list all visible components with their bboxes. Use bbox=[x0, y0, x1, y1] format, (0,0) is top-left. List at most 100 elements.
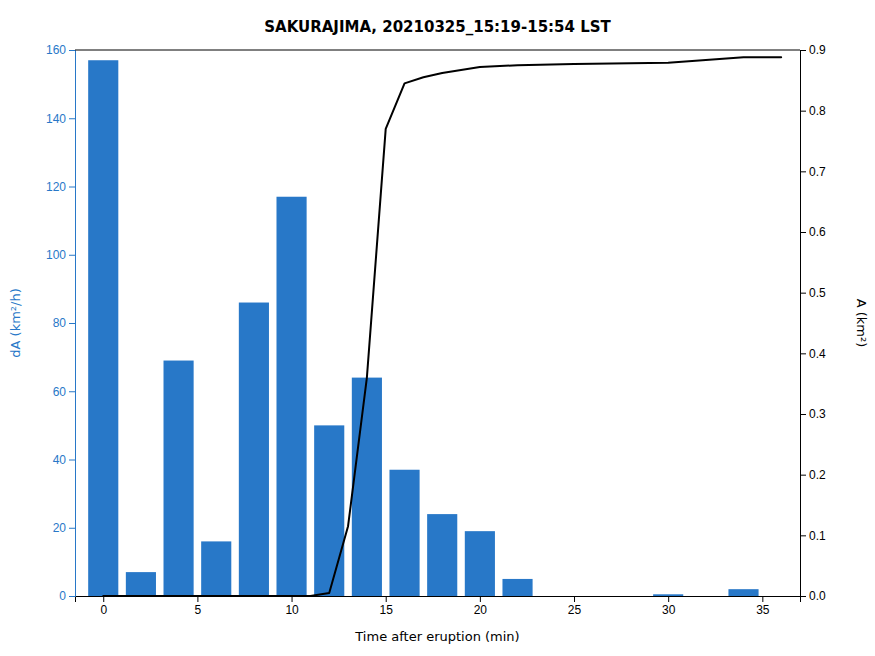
tick-label: 0.2 bbox=[809, 468, 826, 482]
bar bbox=[352, 378, 382, 596]
bar bbox=[164, 361, 194, 596]
tick-label: 25 bbox=[568, 603, 582, 617]
tick-mark bbox=[69, 187, 75, 188]
tick-mark bbox=[800, 293, 806, 294]
plot: 051015202530350204060801001201401600.00.… bbox=[46, 43, 826, 616]
tick-mark bbox=[800, 232, 806, 233]
x-axis: 0 5 10 15 20 25 30 35 bbox=[76, 596, 801, 617]
y-axis: 0 20 40 60 80 100 120 140 160 bbox=[46, 43, 76, 603]
tick-label: 160 bbox=[46, 43, 66, 57]
tick: 30 bbox=[662, 596, 676, 617]
tick: 0.8 bbox=[800, 104, 826, 118]
tick-mark bbox=[800, 475, 806, 476]
bar bbox=[239, 303, 269, 596]
tick-label: 0.5 bbox=[809, 286, 826, 300]
tick-mark bbox=[197, 596, 198, 602]
tick-label: 0.0 bbox=[809, 589, 826, 603]
tick-mark bbox=[386, 596, 387, 602]
bar bbox=[201, 541, 231, 596]
tick: 160 bbox=[46, 43, 75, 57]
tick-mark bbox=[69, 528, 75, 529]
tick-label: 100 bbox=[46, 248, 66, 262]
y2-axis: 0.0 0.1 0.2 0.3 0.4 0.5 0.6 0.7 0.8 0.9 bbox=[800, 43, 826, 603]
tick-mark bbox=[574, 596, 575, 602]
tick: 10 bbox=[285, 596, 299, 617]
tick-mark bbox=[69, 323, 75, 324]
bar bbox=[502, 579, 532, 596]
tick: 0.1 bbox=[800, 529, 826, 543]
bars bbox=[88, 60, 758, 596]
tick-label: 0 bbox=[100, 603, 107, 617]
tick: 35 bbox=[756, 596, 770, 617]
bar bbox=[276, 197, 306, 596]
tick-mark bbox=[69, 255, 75, 256]
tick: 100 bbox=[46, 248, 75, 262]
bar bbox=[427, 514, 457, 596]
tick-label: 60 bbox=[53, 385, 67, 399]
tick: 120 bbox=[46, 180, 75, 194]
tick: 140 bbox=[46, 112, 75, 126]
tick-mark bbox=[69, 460, 75, 461]
tick: 5 bbox=[195, 596, 202, 617]
x-axis-title: Time after eruption (min) bbox=[354, 629, 519, 644]
tick: 80 bbox=[53, 316, 75, 330]
tick-mark bbox=[800, 50, 806, 51]
tick: 0.3 bbox=[800, 407, 826, 421]
tick: 0.0 bbox=[800, 589, 826, 603]
tick: 0.7 bbox=[800, 165, 826, 179]
tick-label: 20 bbox=[474, 603, 488, 617]
tick-label: 10 bbox=[285, 603, 299, 617]
axis-line bbox=[801, 51, 807, 597]
y2-axis-title: A (km²) bbox=[854, 299, 869, 348]
tick: 20 bbox=[53, 521, 75, 535]
tick-label: 30 bbox=[662, 603, 676, 617]
tick-mark bbox=[800, 111, 806, 112]
bar bbox=[465, 531, 495, 596]
tick: 25 bbox=[568, 596, 582, 617]
tick: 0.9 bbox=[800, 43, 826, 57]
tick-label: 0.6 bbox=[809, 225, 826, 239]
tick-label: 120 bbox=[46, 180, 66, 194]
tick: 0.5 bbox=[800, 286, 826, 300]
tick-mark bbox=[668, 596, 669, 602]
tick-mark bbox=[800, 596, 806, 597]
marks bbox=[88, 57, 781, 596]
tick-mark bbox=[480, 596, 481, 602]
tick: 0.2 bbox=[800, 468, 826, 482]
tick-mark bbox=[800, 535, 806, 536]
tick-label: 0.3 bbox=[809, 407, 826, 421]
tick-mark bbox=[800, 353, 806, 354]
tick-label: 0.8 bbox=[809, 104, 826, 118]
tick-mark bbox=[800, 171, 806, 172]
tick-label: 0.1 bbox=[809, 529, 826, 543]
tick-label: 0.7 bbox=[809, 165, 826, 179]
tick-mark bbox=[69, 391, 75, 392]
tick-mark bbox=[762, 596, 763, 602]
tick-label: 80 bbox=[53, 316, 67, 330]
tick: 0 bbox=[100, 596, 107, 617]
axis-line bbox=[69, 51, 76, 597]
tick-label: 15 bbox=[380, 603, 394, 617]
tick-label: 40 bbox=[53, 453, 67, 467]
bar bbox=[728, 589, 758, 596]
line bbox=[103, 57, 781, 596]
tick-label: 20 bbox=[53, 521, 67, 535]
frame-top bbox=[75, 50, 800, 51]
tick-mark bbox=[69, 596, 75, 597]
tick-mark bbox=[800, 414, 806, 415]
y-axis-title: dA (km²/h) bbox=[8, 288, 23, 357]
bar bbox=[126, 572, 156, 596]
tick-mark bbox=[69, 50, 75, 51]
tick: 0 bbox=[59, 589, 75, 603]
bar bbox=[88, 60, 118, 596]
tick-mark bbox=[69, 118, 75, 119]
tick: 20 bbox=[474, 596, 488, 617]
tick-label: 140 bbox=[46, 112, 66, 126]
tick: 0.6 bbox=[800, 225, 826, 239]
tick-label: 0.4 bbox=[809, 347, 826, 361]
tick-mark bbox=[103, 596, 104, 602]
bar bbox=[314, 425, 344, 596]
tick-label: 5 bbox=[195, 603, 202, 617]
tick: 15 bbox=[380, 596, 394, 617]
chart: 051015202530350204060801001201401600.00.… bbox=[0, 0, 875, 656]
